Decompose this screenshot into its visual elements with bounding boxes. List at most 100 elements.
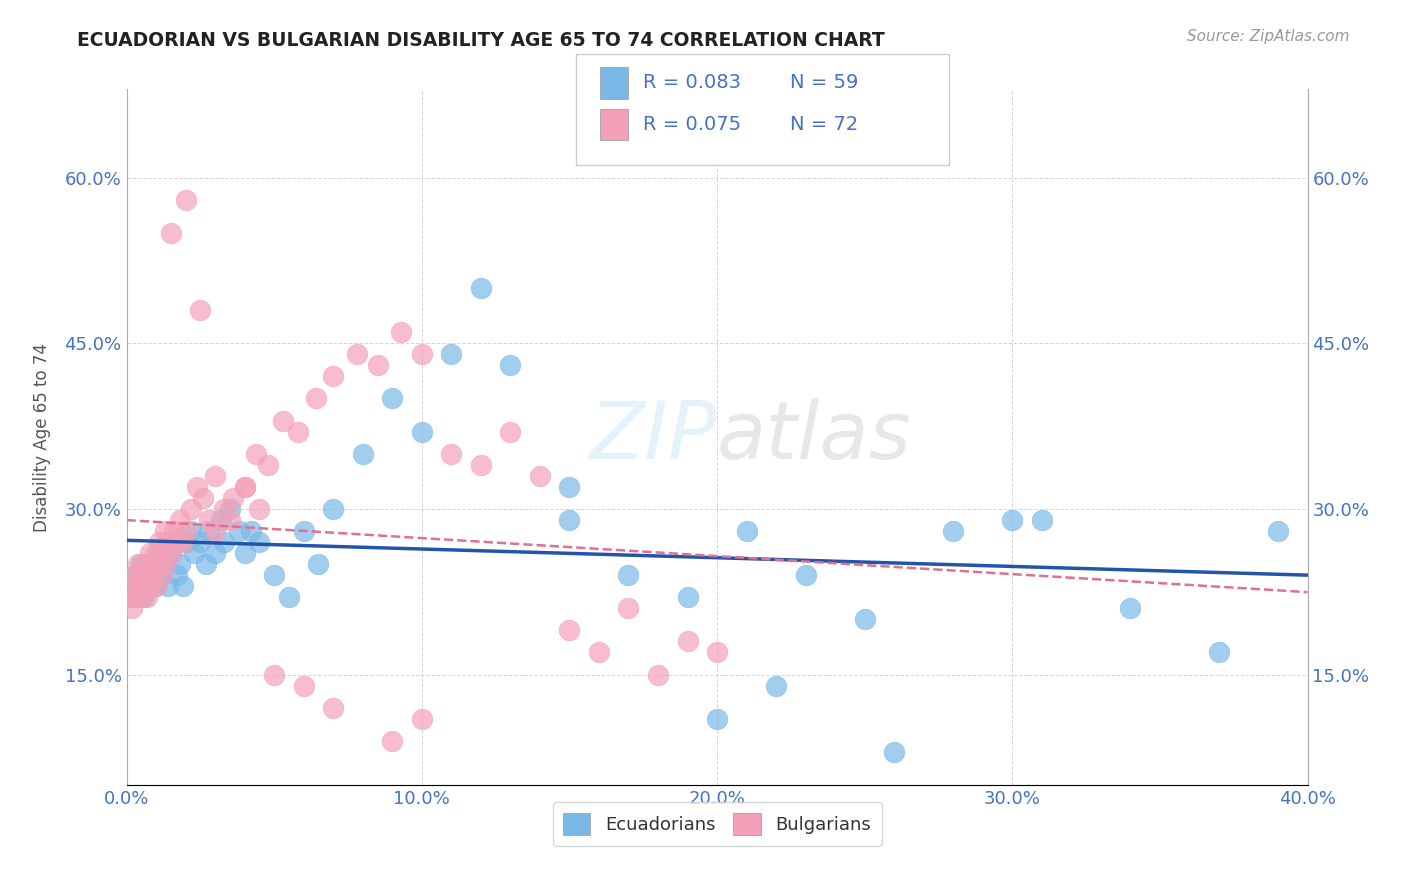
Point xyxy=(145,579,167,593)
Point xyxy=(156,535,179,549)
Point xyxy=(381,392,404,406)
Point xyxy=(193,491,215,505)
Point xyxy=(304,392,326,406)
Point xyxy=(145,546,167,560)
Point xyxy=(440,347,463,361)
Point xyxy=(127,557,149,571)
Point xyxy=(124,568,146,582)
Point xyxy=(676,591,699,605)
Point xyxy=(127,579,149,593)
Point xyxy=(263,568,285,582)
Point xyxy=(180,501,202,516)
Point xyxy=(219,513,242,527)
Point xyxy=(794,568,817,582)
Point xyxy=(239,524,262,538)
Point xyxy=(233,480,256,494)
Point xyxy=(411,712,433,726)
Point xyxy=(367,359,389,373)
Point xyxy=(127,579,149,593)
Point xyxy=(204,524,226,538)
Text: R = 0.075: R = 0.075 xyxy=(643,115,741,135)
Text: N = 72: N = 72 xyxy=(790,115,859,135)
Point xyxy=(121,601,143,615)
Point xyxy=(499,425,522,439)
Point xyxy=(121,591,143,605)
Point xyxy=(212,535,235,549)
Point xyxy=(183,546,205,560)
Point xyxy=(186,480,208,494)
Point xyxy=(440,447,463,461)
Point xyxy=(233,546,256,560)
Point xyxy=(160,546,183,560)
Point xyxy=(148,557,170,571)
Point xyxy=(142,568,165,582)
Y-axis label: Disability Age 65 to 74: Disability Age 65 to 74 xyxy=(32,343,51,532)
Point xyxy=(883,745,905,759)
Point xyxy=(1119,601,1142,615)
Point xyxy=(169,513,191,527)
Point xyxy=(124,591,146,605)
Point xyxy=(148,546,170,560)
Point xyxy=(322,369,344,384)
Text: ECUADORIAN VS BULGARIAN DISABILITY AGE 65 TO 74 CORRELATION CHART: ECUADORIAN VS BULGARIAN DISABILITY AGE 6… xyxy=(77,31,886,50)
Point xyxy=(381,733,404,747)
Point xyxy=(287,425,309,439)
Point xyxy=(160,546,183,560)
Point xyxy=(588,645,610,659)
Point xyxy=(558,480,581,494)
Point xyxy=(124,568,146,582)
Point xyxy=(257,458,280,472)
Point xyxy=(308,557,330,571)
Point xyxy=(150,568,173,582)
Point xyxy=(853,612,876,626)
Point xyxy=(292,524,315,538)
Point xyxy=(1267,524,1289,538)
Point xyxy=(617,601,640,615)
Point xyxy=(156,579,179,593)
Point xyxy=(153,557,176,571)
Point xyxy=(529,468,551,483)
Point xyxy=(617,568,640,582)
Point xyxy=(174,524,197,538)
Point xyxy=(129,557,153,571)
Point xyxy=(1208,645,1230,659)
Point xyxy=(142,557,165,571)
Point xyxy=(129,591,153,605)
Point xyxy=(166,568,188,582)
Point xyxy=(263,667,285,681)
Point xyxy=(166,535,188,549)
Point xyxy=(322,700,344,714)
Point xyxy=(647,667,669,681)
Point xyxy=(139,579,162,593)
Point xyxy=(470,281,492,295)
Point xyxy=(245,447,267,461)
Point xyxy=(352,447,374,461)
Point xyxy=(150,568,173,582)
Point xyxy=(411,425,433,439)
Text: atlas: atlas xyxy=(717,398,912,476)
Point xyxy=(346,347,368,361)
Point xyxy=(118,591,141,605)
Point xyxy=(134,591,156,605)
Point xyxy=(198,513,221,527)
Point xyxy=(145,579,167,593)
Point xyxy=(249,501,271,516)
Point xyxy=(136,568,159,582)
Point xyxy=(174,193,197,207)
Point xyxy=(148,535,170,549)
Point xyxy=(322,501,344,516)
Point xyxy=(292,679,315,693)
Point xyxy=(942,524,965,538)
Point xyxy=(134,557,156,571)
Point xyxy=(198,524,221,538)
Point xyxy=(219,501,242,516)
Point xyxy=(470,458,492,472)
Point xyxy=(136,591,159,605)
Point xyxy=(271,413,294,427)
Point xyxy=(765,679,787,693)
Point xyxy=(139,557,162,571)
Point xyxy=(233,480,256,494)
Point xyxy=(249,535,271,549)
Point xyxy=(228,524,250,538)
Point xyxy=(1031,513,1053,527)
